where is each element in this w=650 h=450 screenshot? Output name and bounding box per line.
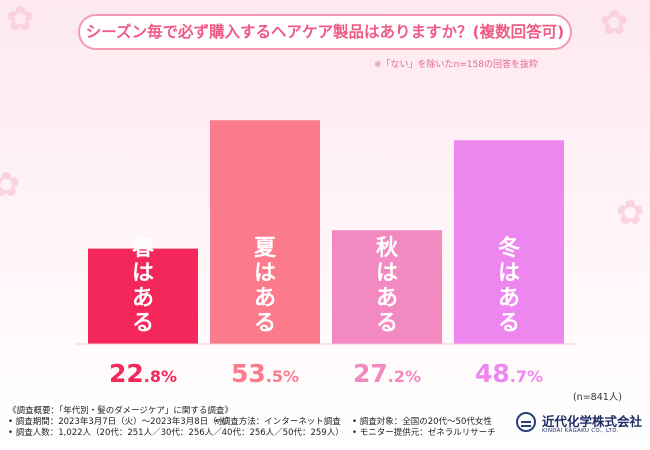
category-label: 春はある — [132, 236, 154, 336]
category-label: 夏はある — [254, 236, 277, 336]
value-label: 22.8% — [109, 359, 177, 388]
footer-target: • 調査対象：全国の20代～50代女性 — [352, 417, 492, 427]
blossom-decoration: ✿ — [0, 165, 21, 205]
category-label: 冬はある — [498, 235, 520, 336]
category-label: 秋はある — [376, 236, 399, 336]
blossom-decoration: ✿ — [6, 0, 35, 39]
chart-title: シーズン毎で必ず購入するヘアケア製品はありますか？(複数回答可) — [78, 14, 572, 50]
bar-chart: 春はある 22.8% 夏はある 53.5% 秋はある 27.2% 冬はある 48.7% — [76, 120, 576, 388]
footer-overview: 《調査概要：「年代別・髪のダメージケア」に関する調査》 — [8, 406, 233, 416]
survey-overview: 《調査概要：「年代別・髪のダメージケア」に関する調査》 • 調査期間：2023年… — [0, 404, 650, 450]
footer-monitor: • モニター提供元：ゼネラルリサーチ — [352, 428, 496, 438]
sample-size: (n=841人) — [572, 392, 622, 403]
blossom-decoration: ✿ — [616, 193, 645, 233]
value-label: 53.5% — [231, 359, 299, 388]
company-logo-icon — [516, 412, 536, 432]
company-name-en: KINDAI KAGAKU CO., LTD. — [542, 428, 619, 434]
value-label: 48.7% — [475, 359, 543, 388]
chart-note: ※「ない」を除いたn=158の回答を抜粋 — [374, 60, 538, 70]
blossom-decoration: ✿ — [600, 3, 629, 43]
bar-1 — [88, 248, 198, 344]
footer-count: • 調査人数：1,022人（20代：251人／30代：256人／40代：256人… — [8, 428, 344, 438]
bar-4 — [454, 140, 564, 344]
footer-period: • 調査期間：2023年3月7日（火）～2023年3月8日（水） — [8, 417, 234, 427]
company-name: 近代化学株式会社 — [542, 414, 643, 429]
value-label: 27.2% — [353, 359, 421, 388]
bar-2 — [210, 120, 320, 344]
bar-3 — [332, 230, 442, 344]
footer-method: • 調査方法：インターネット調査 — [214, 417, 341, 427]
